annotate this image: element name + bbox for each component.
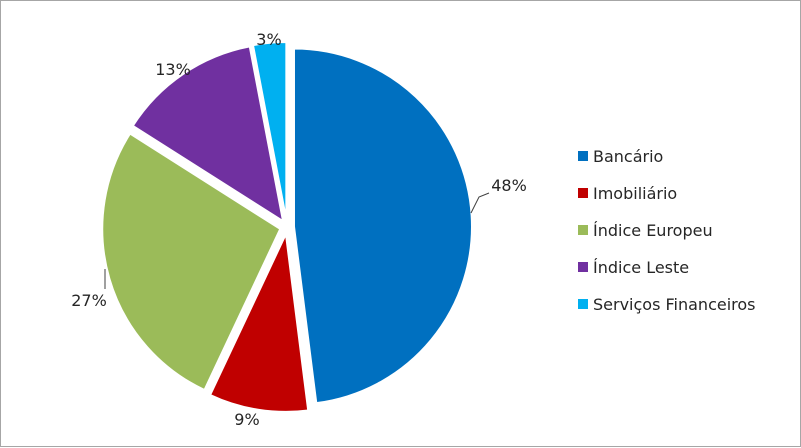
legend-swatch-indice-europeu — [578, 225, 588, 235]
pie-slice-bancario — [292, 47, 473, 405]
legend-label-bancario: Bancário — [593, 147, 663, 166]
data-label-servicos-financeiros: 3% — [256, 30, 281, 49]
pie-slice-imobiliario — [208, 230, 310, 413]
pie-slice-indice-europeu — [101, 132, 282, 392]
data-labels: 48% 9% 27% 13% 3% — [71, 30, 527, 429]
leader-line-bancario — [470, 192, 490, 214]
legend-swatch-servicos-financeiros — [578, 299, 588, 309]
data-label-imobiliario: 9% — [234, 410, 259, 429]
legend-label-servicos-financeiros: Serviços Financeiros — [593, 295, 756, 314]
data-label-indice-leste: 13% — [155, 60, 191, 79]
leader-lines — [104, 192, 490, 289]
legend-label-imobiliario: Imobiliário — [593, 184, 677, 203]
pie-slices — [101, 41, 473, 413]
legend-swatch-indice-leste — [578, 262, 588, 272]
legend-swatch-imobiliario — [578, 188, 588, 198]
legend-label-indice-leste: Índice Leste — [593, 258, 689, 277]
pie-slice-servicos-financeiros — [251, 41, 288, 221]
legend-swatch-bancario — [578, 151, 588, 161]
pie-slice-indice-leste — [131, 45, 285, 224]
legend-label-indice-europeu: Índice Europeu — [593, 221, 713, 240]
data-label-bancario: 48% — [491, 176, 527, 195]
data-label-indice-europeu: 27% — [71, 291, 107, 310]
legend: Bancário Imobiliário Índice Europeu Índice … — [578, 147, 756, 314]
